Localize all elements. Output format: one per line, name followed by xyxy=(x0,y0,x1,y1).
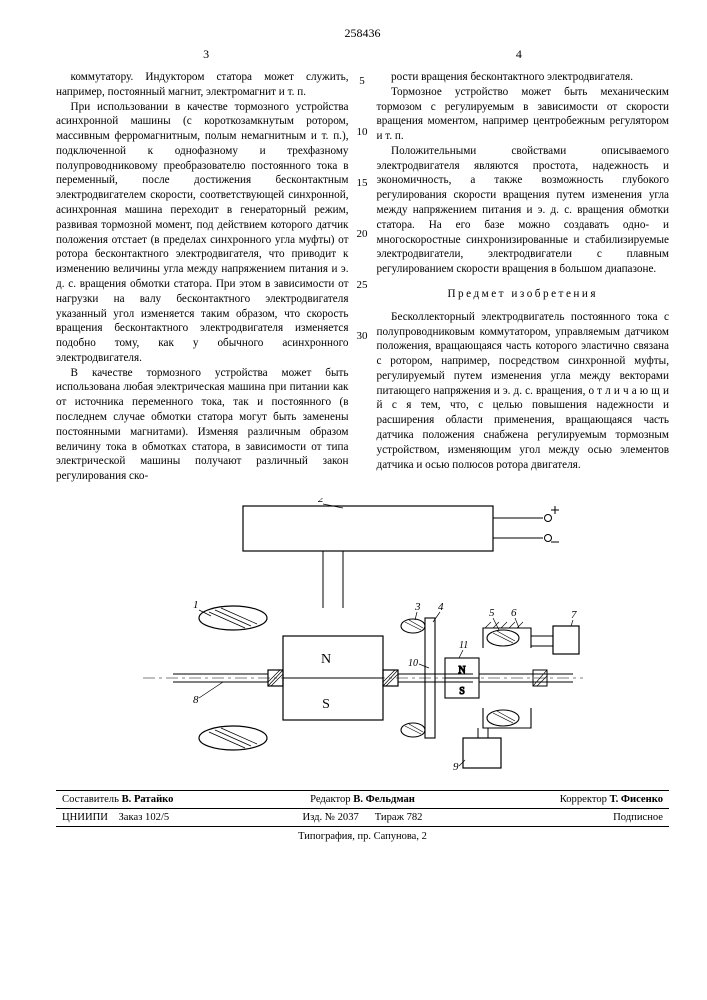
fig-label-10: 10 xyxy=(408,658,418,669)
fig-label-3: 3 xyxy=(414,601,421,613)
gutter-10: 10 xyxy=(352,127,372,138)
editor-label: Редактор xyxy=(310,794,351,805)
editor-name: В. Фельдман xyxy=(353,794,415,805)
fig-label-8: 8 xyxy=(193,694,199,706)
compiler-name: В. Ратайко xyxy=(122,794,174,805)
left-column: коммутатору. Индуктором статора может сл… xyxy=(56,70,349,484)
claim-text: Бесколлекторный электродвигатель постоян… xyxy=(377,310,670,473)
fig-label-1: 1 xyxy=(193,599,199,611)
fig-label-6: 6 xyxy=(511,607,517,619)
printer-line: Типография, пр. Сапунова, 2 xyxy=(56,831,669,842)
order-label: Заказ xyxy=(119,812,143,823)
fig-label-5: 5 xyxy=(489,607,495,619)
order-value: 102/5 xyxy=(145,812,169,823)
fig-label-7: 7 xyxy=(571,609,577,621)
schematic-diagram: 2 1 N S xyxy=(133,498,593,778)
tirazh-label: Тираж xyxy=(375,812,404,823)
right-column-number: 4 xyxy=(369,47,669,62)
gutter-15: 15 xyxy=(352,178,372,189)
subject-heading: Предмет изобретения xyxy=(377,287,670,302)
left-p1: коммутатору. Индуктором статора может сл… xyxy=(56,70,349,100)
imprint-table: Составитель В. Ратайко Редактор В. Фельд… xyxy=(56,790,669,827)
page: 258436 3 4 5 10 15 20 25 30 коммутатору.… xyxy=(0,0,707,1000)
sensor-N: N xyxy=(458,665,465,676)
compiler-label: Составитель xyxy=(62,794,119,805)
table-row: ЦНИИПИ Заказ 102/5 Изд. № 2037 Тираж 782… xyxy=(56,808,669,826)
rotor-S: S xyxy=(322,697,330,712)
document-number: 258436 xyxy=(56,26,669,41)
izd-value: 2037 xyxy=(338,812,359,823)
table-row: Составитель В. Ратайко Редактор В. Фельд… xyxy=(56,790,669,808)
org: ЦНИИПИ xyxy=(62,812,108,823)
sensor-S: S xyxy=(459,686,465,697)
gutter-20: 20 xyxy=(352,229,372,240)
right-column: рости вращения бесконтактного электродви… xyxy=(377,70,670,484)
left-p2: При использовании в качестве тормозного … xyxy=(56,100,349,366)
tirazh-value: 782 xyxy=(407,812,423,823)
right-p2: Тормозное устройство может быть механиче… xyxy=(377,85,670,144)
sign: Подписное xyxy=(613,812,663,823)
coupling: N S xyxy=(398,618,479,738)
corrector-label: Корректор xyxy=(560,794,607,805)
left-column-number: 3 xyxy=(56,47,356,62)
gutter-5: 5 xyxy=(352,76,372,87)
stator-left xyxy=(199,606,267,750)
fig-label-4: 4 xyxy=(438,601,444,613)
corrector-name: Т. Фисенко xyxy=(610,794,663,805)
izd-label: Изд. № xyxy=(303,812,335,823)
line-number-gutter: 5 10 15 20 25 30 xyxy=(352,76,372,382)
fig-label-11: 11 xyxy=(459,640,468,651)
gutter-30: 30 xyxy=(352,331,372,342)
rotor-N: N xyxy=(320,652,330,667)
column-page-numbers: 3 4 xyxy=(56,47,669,62)
figure: 2 1 N S xyxy=(56,498,669,778)
fig-label-9: 9 xyxy=(453,761,459,773)
main-rotor: N S xyxy=(283,636,383,720)
gutter-25: 25 xyxy=(352,280,372,291)
left-p3: В качестве тормозного устройства может б… xyxy=(56,366,349,484)
right-p3: Положительными свойствами описываемого э… xyxy=(377,144,670,277)
right-p1: рости вращения бесконтактного электродви… xyxy=(377,70,670,85)
